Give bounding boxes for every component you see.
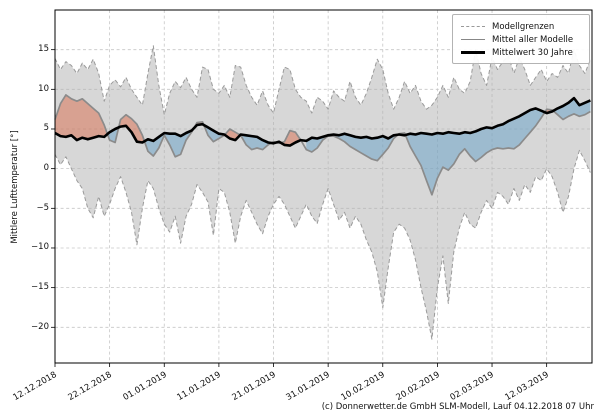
legend-item-mittelwert-30-jahre: Mittelwert 30 Jahre (453, 46, 589, 59)
legend-label: Modellgrenzen (492, 21, 555, 32)
black-line-icon (461, 51, 485, 54)
y-tick-label: 5 (43, 123, 49, 134)
copyright-note: (c) Donnerwetter.de GmbH SLM-Modell, Lau… (321, 402, 594, 412)
y-tick-label: −5 (36, 202, 49, 213)
y-tick-label: −20 (31, 321, 49, 332)
gray-line-icon (461, 39, 485, 40)
legend-label: Mittelwert 30 Jahre (492, 47, 573, 58)
y-axis-label: Mittlere Lufttemperatur [°] (10, 130, 20, 244)
legend-label: Mittel aller Modelle (492, 34, 574, 45)
y-tick-label: −10 (31, 242, 49, 253)
legend: Modellgrenzen Mittel aller Modelle Mitte… (452, 14, 590, 64)
y-tick-label: 15 (38, 44, 49, 55)
y-tick-label: 10 (38, 83, 49, 94)
y-tick-label: −15 (31, 282, 49, 293)
y-tick-label: 0 (43, 163, 49, 174)
legend-item-mittel-aller-modelle: Mittel aller Modelle (453, 33, 589, 46)
legend-item-modellgrenzen: Modellgrenzen (453, 20, 589, 33)
dashed-line-icon (461, 26, 485, 27)
